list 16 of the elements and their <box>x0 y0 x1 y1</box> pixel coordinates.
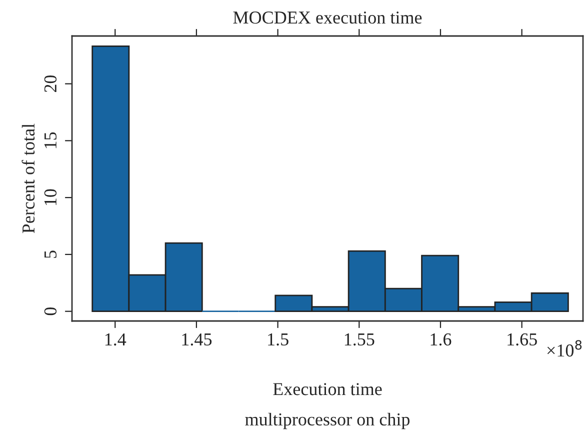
chart-title: MOCDEX execution time <box>233 12 422 24</box>
y-tick-label: 20 <box>44 75 57 92</box>
text: multiprocessor on chip <box>245 412 410 430</box>
x-tick-label: 1.55 <box>344 333 374 346</box>
y-tick-label: 0 <box>44 308 57 316</box>
text: ×10$^{8}$ <box>547 340 582 357</box>
y-tick-label: 10 <box>44 189 57 205</box>
y-axis-title: Percent of total <box>22 124 35 234</box>
y-tick-label: 15 <box>44 132 57 148</box>
x-axis-title: Execution time <box>273 383 382 396</box>
x-tick-label: 1.65 <box>508 333 537 346</box>
y-tick-label: 5 <box>44 250 57 258</box>
x-tick-label: 1.5 <box>268 333 288 346</box>
x-tick-label: 1.4 <box>105 333 126 346</box>
x-tick-label: 1.6 <box>430 333 452 346</box>
x-tick-label: 1.45 <box>182 333 212 346</box>
